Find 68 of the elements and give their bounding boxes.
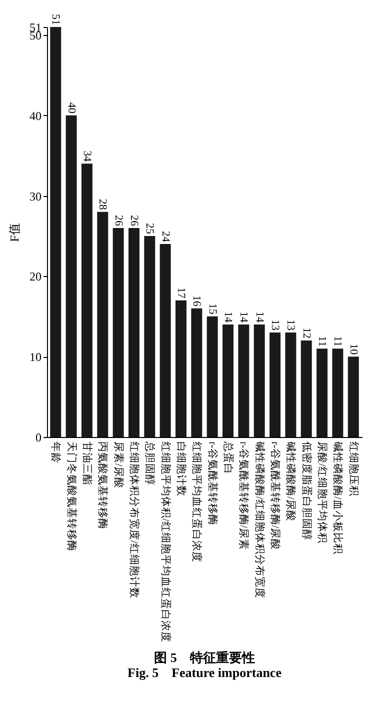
data-label: 51 (50, 14, 62, 25)
bar (112, 228, 124, 437)
bar (144, 236, 156, 437)
x-tick-label: 尿素/尿酸 (112, 442, 126, 488)
data-label: 14 (253, 311, 266, 323)
x-tick-label: 尿酸/红细胞平均体积 (316, 442, 328, 544)
data-label: 14 (238, 311, 250, 323)
x-tick-label: r-谷氨酰基转移酶 (206, 442, 220, 526)
x-tick-label: 丙氨酸氨基转移酶 (96, 442, 110, 530)
bar (348, 356, 359, 437)
x-tick-label: 低密度脂蛋白胆固醇 (300, 442, 314, 540)
data-label: 26 (112, 214, 124, 226)
bar (176, 300, 186, 437)
x-tick-label: 白细胞计数 (174, 442, 188, 496)
text: Fig. 5 Feature importance (128, 664, 282, 680)
data-label: 15 (206, 303, 218, 315)
data-label: 16 (190, 295, 203, 307)
x-tick-label: r-谷氨酰基转移酶/尿素 (238, 442, 251, 550)
x-tick-label: 碱性磷酸酶/红细胞体积分布宽度 (253, 442, 266, 598)
y-tick-label: 30 (30, 189, 42, 204)
data-label: 13 (284, 319, 297, 331)
bar (81, 164, 92, 437)
bar (206, 316, 218, 437)
data-label: 26 (128, 214, 140, 226)
bar (97, 212, 108, 437)
y-axis-title: F值 (8, 223, 22, 242)
x-tick-label: 碱性磷酸酶/尿酸 (284, 442, 298, 522)
data-label: 11 (316, 336, 328, 347)
data-label: 14 (222, 311, 234, 323)
y-tick-label: 10 (30, 350, 42, 364)
bar (270, 332, 281, 437)
bar (300, 340, 312, 437)
data-label: 24 (159, 231, 172, 243)
x-tick-label: 红细胞体积分布宽度/红细胞计数 (128, 442, 141, 598)
x-tick-label: r-谷氨酰基转移酶/尿酸 (269, 442, 282, 550)
data-label: 11 (332, 336, 344, 347)
x-tick-label: 红细胞平均体积/红细胞平均血红蛋白浓度 (159, 442, 172, 642)
x-tick-label: 年龄 (50, 442, 62, 464)
y-tick-label: 40 (30, 108, 42, 123)
x-tick-label: 总蛋白 (222, 440, 236, 474)
bar (191, 308, 202, 437)
y-tick-label: 20 (30, 270, 42, 284)
x-tick-label: 红细胞压积 (347, 442, 360, 496)
data-label: 34 (80, 150, 93, 162)
bar (160, 244, 171, 437)
bar (316, 348, 328, 437)
data-label: 12 (300, 328, 312, 339)
text: 图 5 特征重要性 (154, 650, 255, 665)
data-label: 17 (174, 287, 187, 299)
data-label: 25 (144, 223, 156, 235)
data-label: 28 (96, 198, 109, 210)
x-tick-label: 红细胞平均血红蛋白浓度 (190, 442, 204, 562)
bar (128, 228, 140, 437)
bar (222, 324, 234, 437)
bar (50, 27, 62, 437)
bar (254, 324, 265, 437)
x-tick-label: 碱性磷酸酶/血小板比积 (332, 442, 345, 554)
y-tick-label: 0 (36, 430, 42, 444)
data-label: 40 (65, 102, 78, 114)
bar (332, 348, 344, 437)
data-label: 13 (269, 319, 282, 331)
x-tick-label: 总胆固醇 (144, 440, 157, 486)
x-tick-label: 甘油三酯 (80, 442, 94, 486)
data-label: 10 (347, 344, 360, 356)
bar (66, 115, 77, 437)
bar (238, 324, 250, 437)
bar (285, 332, 296, 437)
x-tick-label: 天门冬氨酸氨基转移酶 (65, 442, 78, 552)
